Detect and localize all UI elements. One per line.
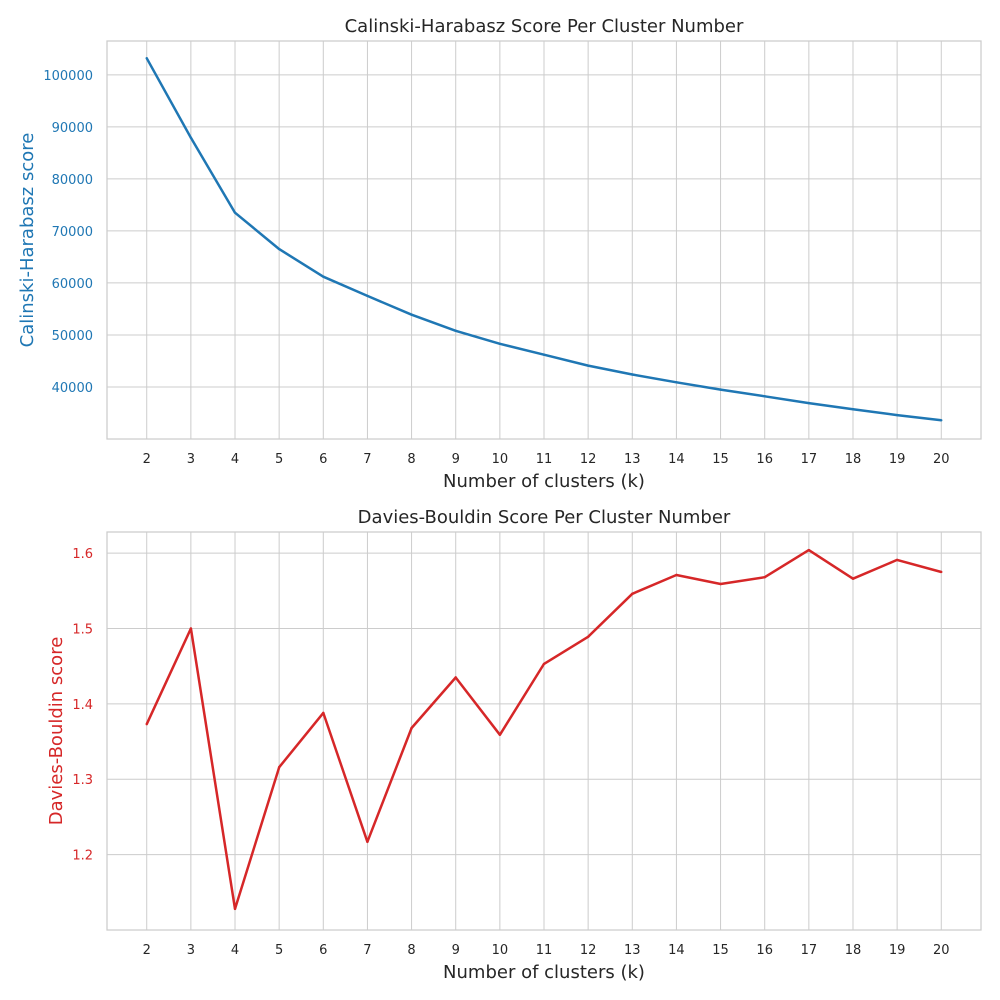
x-tick-label: 8: [407, 452, 415, 467]
data-point: [410, 313, 413, 316]
data-point: [586, 635, 590, 638]
data-point: [366, 840, 369, 844]
x-tick-label: 9: [452, 943, 460, 958]
data-point: [675, 573, 678, 577]
x-tick-label: 19: [889, 943, 906, 958]
y-axis-label: Davies-Bouldin score: [46, 637, 67, 826]
data-point: [719, 582, 722, 586]
data-point: [895, 558, 899, 562]
data-point: [940, 419, 943, 422]
data-point: [542, 353, 546, 356]
data-point: [498, 733, 502, 736]
x-tick-label: 10: [492, 452, 509, 467]
x-tick-label: 3: [187, 452, 195, 467]
data-point: [586, 364, 590, 367]
y-tick-label: 1.3: [72, 773, 93, 788]
x-tick-label: 16: [756, 943, 773, 958]
y-tick-label: 60000: [52, 277, 93, 292]
y-tick-label: 1.5: [72, 622, 93, 637]
x-tick-label: 6: [319, 452, 327, 467]
data-point: [940, 570, 943, 574]
x-tick-label: 20: [933, 452, 950, 467]
x-tick-label: 17: [801, 943, 818, 958]
x-axis-label: Number of clusters (k): [443, 471, 645, 492]
x-tick-label: 3: [187, 943, 195, 958]
x-tick-label: 6: [319, 943, 327, 958]
data-point: [807, 548, 811, 552]
y-tick-label: 1.2: [72, 849, 93, 864]
data-point: [454, 329, 457, 332]
chart-title: Calinski-Harabasz Score Per Cluster Numb…: [345, 16, 744, 37]
x-tick-label: 17: [801, 452, 818, 467]
x-tick-label: 11: [536, 452, 553, 467]
data-point: [631, 373, 634, 376]
data-point: [675, 381, 678, 384]
x-tick-label: 9: [452, 452, 460, 467]
davies-bouldin-chart: Davies-Bouldin Score Per Cluster Number …: [46, 507, 982, 983]
data-point: [410, 726, 413, 730]
x-tick-label: 12: [580, 943, 597, 958]
y-tick-label: 70000: [52, 225, 93, 240]
x-tick-label: 20: [933, 943, 950, 958]
chart-title: Davies-Bouldin Score Per Cluster Number: [358, 507, 731, 528]
x-tick-label: 18: [845, 943, 862, 958]
y-tick-label: 100000: [43, 69, 93, 84]
data-point: [322, 275, 325, 278]
data-point: [189, 627, 193, 630]
data-point: [233, 907, 237, 911]
y-axis-label: Calinski-Harabasz score: [17, 133, 38, 348]
x-tick-label: 7: [363, 452, 371, 467]
data-point: [631, 592, 634, 596]
data-point: [145, 56, 148, 60]
x-tick-label: 5: [275, 943, 283, 958]
x-tick-label: 4: [231, 943, 239, 958]
x-tick-label: 2: [143, 452, 151, 467]
plot-frame: [106, 531, 982, 931]
data-point: [807, 401, 811, 405]
data-point: [145, 723, 148, 726]
data-point: [277, 247, 281, 251]
x-tick-label: 13: [624, 452, 641, 467]
x-tick-label: 18: [845, 452, 862, 467]
data-point: [763, 576, 766, 579]
x-tick-label: 12: [580, 452, 597, 467]
y-tick-label: 1.6: [72, 547, 93, 562]
x-tick-label: 10: [492, 943, 509, 958]
x-tick-label: 11: [536, 943, 553, 958]
plot-frame: [106, 40, 982, 440]
data-point: [277, 765, 281, 769]
x-tick-label: 7: [363, 943, 371, 958]
data-point: [322, 711, 325, 715]
y-tick-label: 40000: [52, 381, 93, 396]
x-axis-label: Number of clusters (k): [443, 962, 645, 983]
x-tick-label: 13: [624, 943, 641, 958]
calinski-harabasz-chart: Calinski-Harabasz Score Per Cluster Numb…: [17, 16, 982, 492]
x-tick-label: 16: [756, 452, 773, 467]
data-point: [719, 388, 722, 391]
y-tick-label: 80000: [52, 173, 93, 188]
data-point: [851, 577, 855, 580]
x-tick-label: 8: [407, 943, 415, 958]
data-point: [851, 408, 855, 411]
data-point: [454, 676, 457, 679]
y-tick-label: 50000: [52, 329, 93, 344]
data-point: [498, 342, 502, 345]
x-tick-label: 5: [275, 452, 283, 467]
x-tick-label: 15: [712, 452, 729, 467]
data-point: [542, 662, 546, 666]
x-tick-label: 15: [712, 943, 729, 958]
x-tick-label: 4: [231, 452, 239, 467]
data-point: [189, 136, 193, 139]
y-tick-label: 90000: [52, 121, 93, 136]
x-tick-label: 14: [668, 452, 685, 467]
data-point: [233, 211, 237, 214]
data-point: [366, 294, 369, 298]
x-tick-label: 2: [143, 943, 151, 958]
data-point: [895, 413, 899, 417]
x-tick-label: 14: [668, 943, 685, 958]
data-point: [763, 395, 766, 398]
y-tick-label: 1.4: [72, 698, 93, 713]
x-tick-label: 19: [889, 452, 906, 467]
